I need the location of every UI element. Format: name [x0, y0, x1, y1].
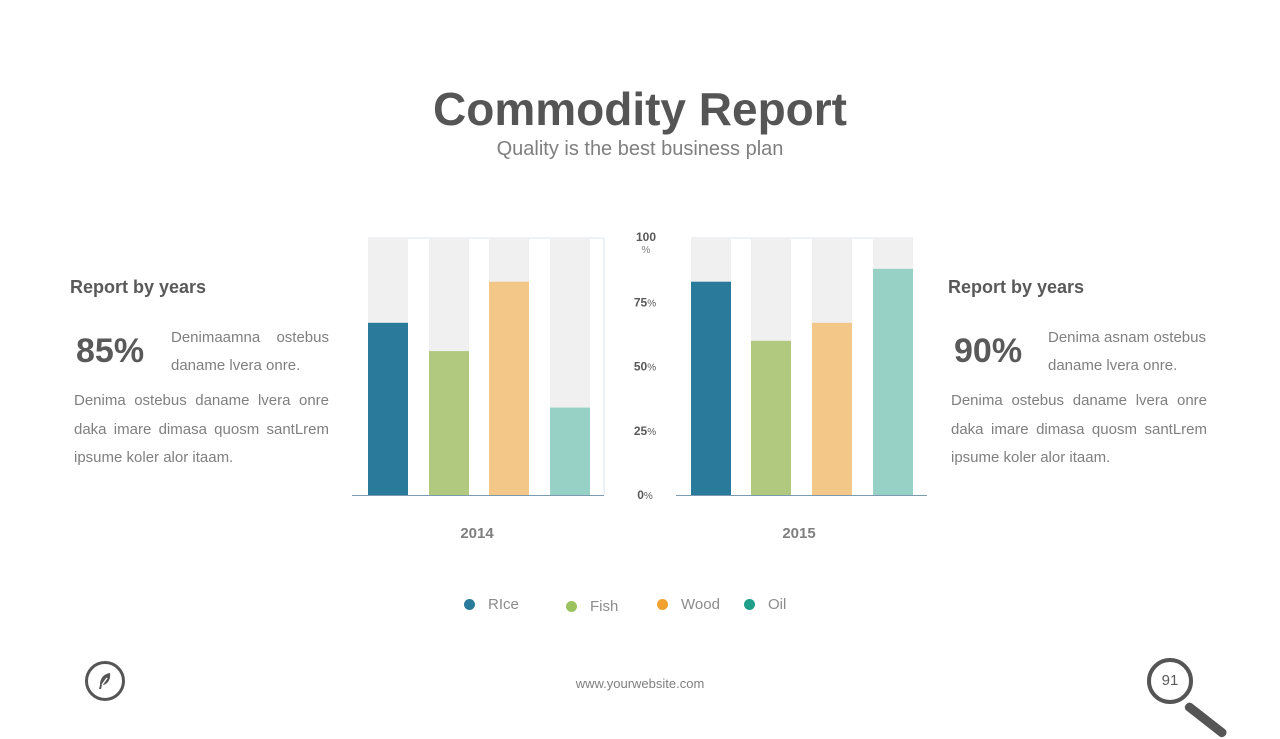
bar-2014-oil: [550, 407, 590, 495]
right-panel-short-text: Denima asnam ostebus daname lvera onre.: [1048, 329, 1206, 374]
bar-2015-fish: [751, 340, 791, 495]
y-tick-label-25: 25%: [634, 424, 656, 438]
y-tick-label-100: 100: [636, 230, 656, 244]
left-panel-percent: 85%: [76, 332, 145, 370]
legend-label-oil: Oil: [768, 596, 787, 613]
bar-2015-rice: [691, 281, 731, 495]
slide-title: Commodity Report: [433, 83, 847, 135]
footer-website: www.yourwebsite.com: [575, 676, 705, 691]
right-panel-long-text: Denima ostebus daname lvera onre daka im…: [951, 392, 1207, 466]
bar-2014-wood: [489, 281, 529, 495]
legend-dot-wood: [657, 599, 668, 610]
logo-icon: [85, 661, 125, 701]
legend-label-fish: Fish: [590, 598, 619, 615]
left-panel-short-text: Denimaamna ostebus daname lvera onre.: [171, 329, 329, 374]
group-label-2014: 2014: [460, 525, 494, 542]
legend-item-fish: Fish: [566, 598, 618, 615]
bar-2014-fish: [429, 351, 469, 495]
slide-subtitle: Quality is the best business plan: [496, 138, 784, 160]
legend-item-rice: RIce: [464, 596, 519, 613]
feather-icon: [99, 673, 111, 689]
commodity-bar-chart: 2014 2015 100% 75% 50% 25% 0%: [352, 230, 927, 542]
legend-dot-rice: [464, 599, 475, 610]
bar-2015-oil: [873, 268, 913, 495]
left-panel-heading: Report by years: [70, 277, 207, 297]
group-label-2015: 2015: [782, 525, 815, 542]
right-panel-percent: 90%: [954, 332, 1023, 370]
y-tick-label-0: 0%: [637, 488, 653, 502]
y-tick-unit-100: %: [642, 245, 651, 256]
legend-label-wood: Wood: [681, 596, 720, 613]
y-tick-label-75: 75%: [634, 295, 656, 309]
bar-2014-rice: [368, 322, 408, 495]
legend-dot-oil: [744, 599, 755, 610]
legend-label-rice: RIce: [488, 596, 519, 613]
bar-2015-wood: [812, 322, 852, 495]
page-number: 91: [1147, 658, 1193, 704]
left-panel-long-text: Denima ostebus daname lvera onre daka im…: [74, 392, 329, 466]
legend-item-oil: Oil: [744, 596, 786, 613]
right-panel-heading: Report by years: [948, 277, 1085, 297]
legend-dot-fish: [566, 601, 577, 612]
legend-item-wood: Wood: [657, 596, 720, 613]
y-tick-label-50: 50%: [634, 360, 656, 374]
